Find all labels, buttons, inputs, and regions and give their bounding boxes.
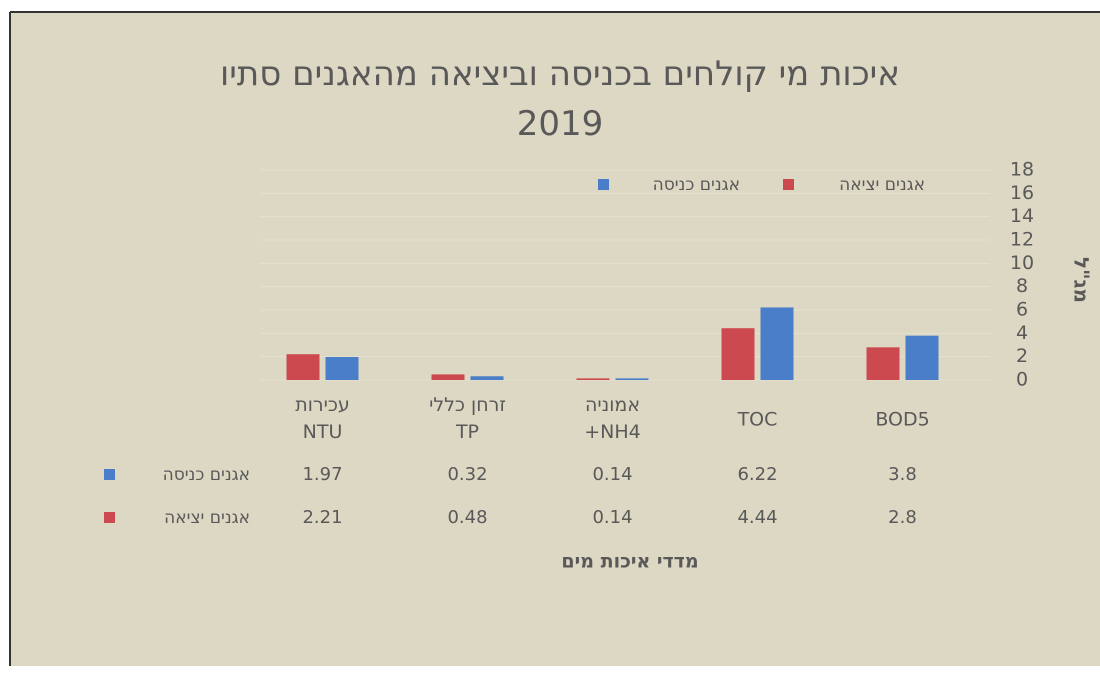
table-value: 0.14 [592,507,632,528]
title-line: 2019 [517,104,604,144]
bar [721,328,755,380]
x-tick-label: אמוניה NH4+ [584,394,641,443]
table-value: 0.32 [447,464,487,485]
bar [866,347,900,380]
table-swatch [104,512,115,523]
y-tick-label: 14 [1010,205,1034,227]
bar [760,307,794,380]
y-tick-label: 8 [1016,275,1028,297]
y-tick-label: 0 [1016,369,1028,391]
bar [576,378,610,380]
legend-swatch [783,179,794,190]
x-tick-line: זרחן כללי [429,394,506,416]
table-value: 2.21 [302,507,342,528]
x-tick-label: זרחן כללי TP [429,394,506,443]
x-tick-label: TOC [737,409,778,431]
bar [470,376,504,380]
y-tick-label: 18 [1010,159,1034,181]
x-tick-line: NH4+ [584,421,641,443]
bar [431,374,465,380]
x-tick-line: אמוניה [585,394,640,416]
table-swatch [104,469,115,480]
table-value: 4.44 [737,507,777,528]
legend-label: אגנים יציאה [839,175,925,195]
x-tick-line: עכירות [295,394,350,416]
y-tick-label: 10 [1010,252,1034,274]
table-row-label: אגנים יציאה [164,508,250,528]
x-tick-label: עכירות NTU [295,394,350,443]
chart-title: איכות מי קולחים בכניסה וביציאה מהאגנים ס… [220,54,900,144]
table-row-label: אגנים כניסה [163,465,250,485]
bar [905,335,939,380]
bar [615,378,649,380]
bar [286,354,320,380]
title-line: איכות מי קולחים בכניסה וביציאה מהאגנים ס… [220,54,900,94]
x-tick-label: BOD5 [875,409,929,431]
y-tick-label: 16 [1010,182,1034,204]
table-value: 2.8 [888,507,917,528]
y-tick-label: 6 [1016,299,1028,321]
legend-swatch [598,179,609,190]
bar [325,357,359,380]
table-value: 3.8 [888,464,917,485]
y-tick-label: 12 [1010,229,1034,251]
table-value: 6.22 [737,464,777,485]
table-value: 0.48 [447,507,487,528]
x-axis-title: מדדי איכות מים [561,551,698,573]
table-value: 1.97 [302,464,342,485]
y-tick-label: 2 [1016,345,1028,367]
table-value: 0.14 [592,464,632,485]
x-tick-line: NTU [303,421,343,443]
y-axis-title: מג"ל [1070,257,1094,303]
y-tick-label: 4 [1016,322,1028,344]
x-tick-line: TP [455,421,479,443]
legend-label: אגנים כניסה [653,175,740,195]
